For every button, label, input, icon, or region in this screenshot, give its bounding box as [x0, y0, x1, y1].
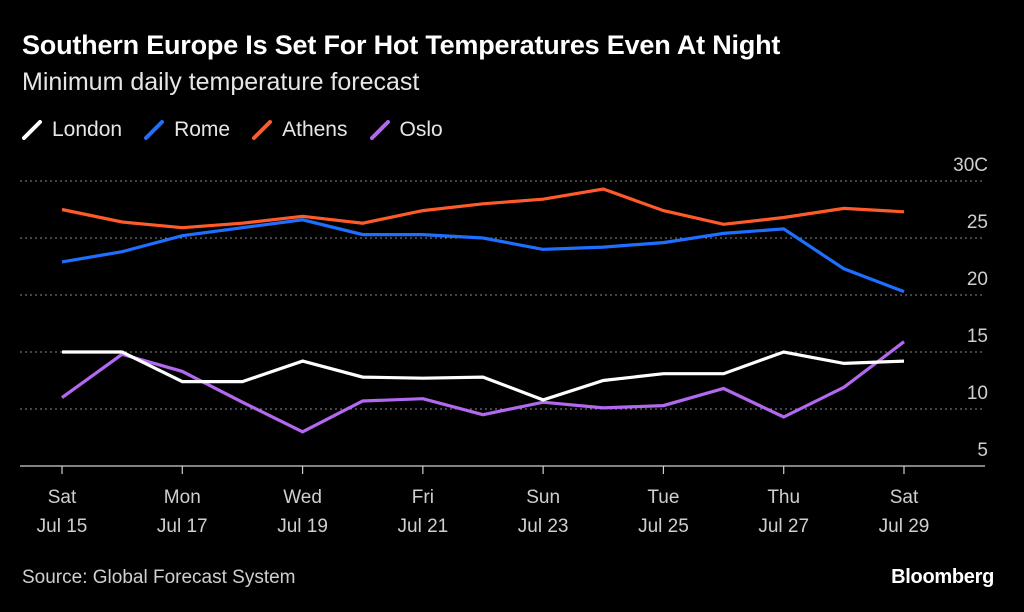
source-note: Source: Global Forecast System — [22, 567, 296, 588]
x-tick-date-5: Jul 25 — [638, 516, 689, 537]
y-tick-label-5: 5 — [977, 440, 988, 461]
legend: London Rome Athens Oslo — [22, 118, 443, 142]
x-tick-date-6: Jul 27 — [758, 516, 809, 537]
chart-subtitle: Minimum daily temperature forecast — [22, 68, 420, 96]
x-tick-date-1: Jul 17 — [157, 516, 208, 537]
y-tick-label-25: 25 — [967, 212, 988, 233]
legend-label-athens: Athens — [282, 118, 348, 141]
x-tick-day-4: Sun — [526, 487, 560, 508]
legend-swatch-london — [22, 120, 42, 140]
x-tick-day-2: Wed — [283, 487, 322, 508]
x-tick-day-6: Thu — [767, 487, 800, 508]
x-tick-date-2: Jul 19 — [277, 516, 328, 537]
series-line-rome — [61, 218, 905, 294]
x-tick-day-5: Tue — [647, 487, 679, 508]
series-line-athens — [61, 187, 905, 230]
legend-swatch-rome — [144, 120, 165, 140]
chart-title: Southern Europe Is Set For Hot Temperatu… — [22, 30, 781, 60]
legend-item-london: London — [22, 118, 122, 142]
bloomberg-logo: Bloomberg — [891, 566, 994, 588]
legend-swatch-oslo — [369, 120, 390, 140]
legend-label-london: London — [52, 118, 123, 141]
x-tick-date-0: Jul 15 — [37, 516, 88, 537]
y-tick-label-30: 30C — [953, 155, 988, 176]
legend-swatch-athens — [252, 120, 273, 140]
legend-item-rome: Rome — [144, 118, 230, 142]
legend-label-rome: Rome — [174, 118, 231, 141]
series-line-london — [62, 350, 905, 402]
x-tick-day-0: Sat — [48, 487, 77, 508]
legend-item-oslo: Oslo — [369, 118, 443, 142]
x-tick-day-1: Mon — [164, 487, 201, 508]
x-tick-date-4: Jul 23 — [518, 516, 569, 537]
y-tick-label-10: 10 — [967, 383, 988, 404]
legend-label-oslo: Oslo — [399, 118, 443, 141]
x-tick-day-3: Fri — [412, 487, 434, 508]
y-tick-label-20: 20 — [967, 269, 988, 290]
x-tick-day-7: Sat — [890, 487, 919, 508]
x-tick-date-3: Jul 21 — [398, 516, 449, 537]
y-tick-label-15: 15 — [967, 326, 988, 347]
legend-item-athens: Athens — [252, 118, 348, 142]
x-tick-date-7: Jul 29 — [879, 516, 930, 537]
